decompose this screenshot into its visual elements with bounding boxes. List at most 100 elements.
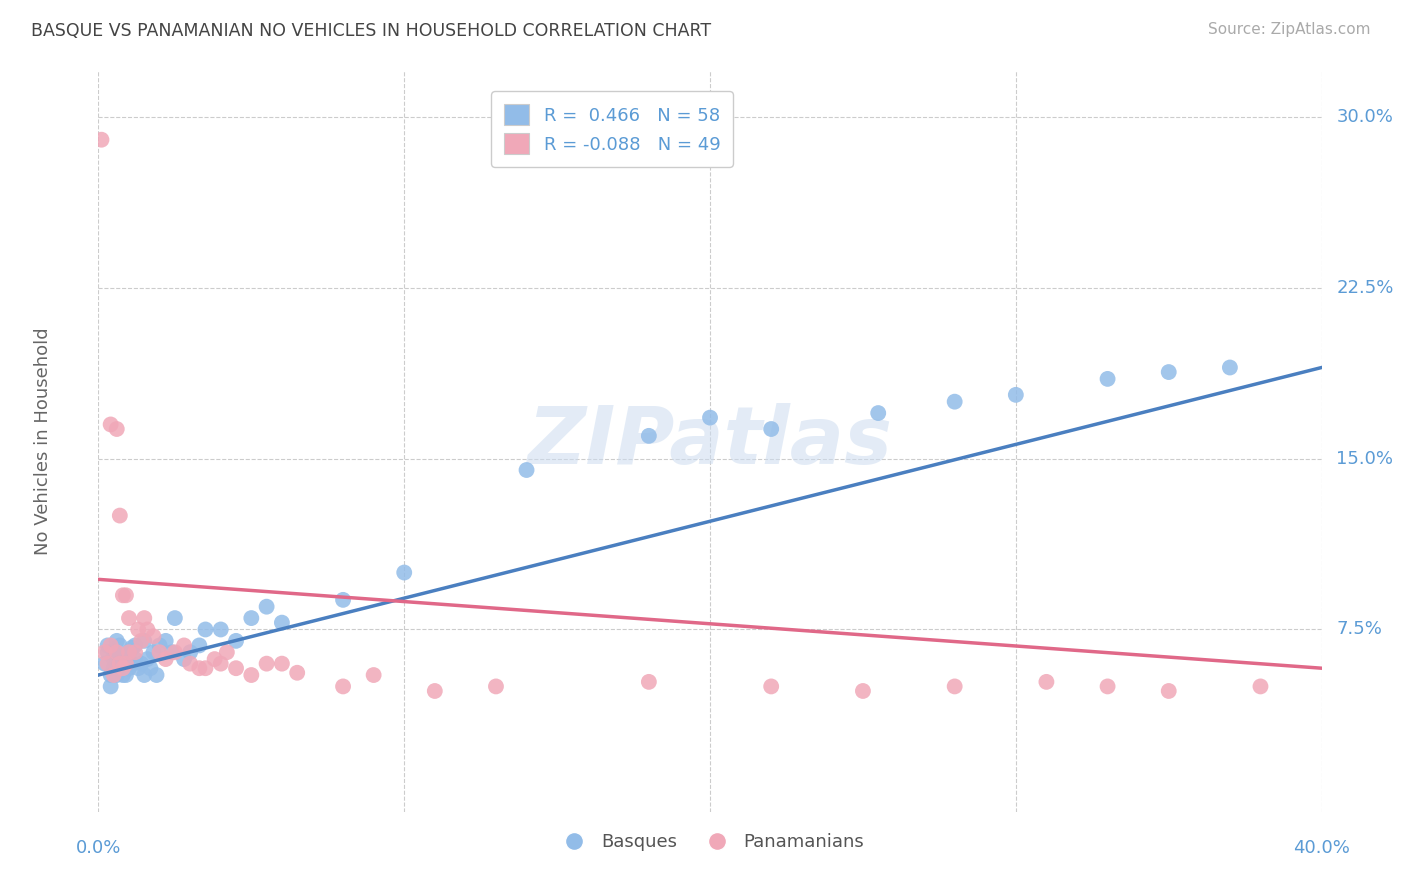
Point xyxy=(105,668,128,682)
Point xyxy=(1157,684,1180,698)
Point xyxy=(97,639,120,653)
Point xyxy=(111,649,134,664)
Point xyxy=(111,661,134,675)
Point xyxy=(139,661,162,675)
Point xyxy=(215,645,238,659)
Point xyxy=(163,645,186,659)
Point xyxy=(332,592,354,607)
Point xyxy=(155,633,177,648)
Point xyxy=(160,645,183,659)
Point xyxy=(103,652,125,666)
Point xyxy=(129,657,152,671)
Point xyxy=(392,566,416,580)
Point xyxy=(129,633,152,648)
Point xyxy=(105,422,128,436)
Point xyxy=(121,657,143,671)
Point xyxy=(149,645,172,659)
Point xyxy=(209,657,232,671)
Point xyxy=(637,674,661,689)
Point xyxy=(105,657,128,671)
Point xyxy=(1097,680,1119,694)
Point xyxy=(155,652,177,666)
Legend: Basques, Panamanians: Basques, Panamanians xyxy=(548,826,872,858)
Point xyxy=(124,645,146,659)
Point xyxy=(1157,365,1180,379)
Point xyxy=(188,639,211,653)
Point xyxy=(163,611,186,625)
Point xyxy=(103,661,125,675)
Point xyxy=(423,684,446,698)
Text: 40.0%: 40.0% xyxy=(1294,839,1350,857)
Point xyxy=(270,615,292,630)
Point xyxy=(103,668,125,682)
Point xyxy=(285,665,308,680)
Point xyxy=(100,639,122,653)
Point xyxy=(1219,360,1241,375)
Point xyxy=(240,668,263,682)
Point xyxy=(111,588,134,602)
Point xyxy=(256,599,278,614)
Text: 22.5%: 22.5% xyxy=(1336,279,1393,297)
Point xyxy=(124,652,146,666)
Point xyxy=(332,680,354,694)
Point xyxy=(93,645,115,659)
Point xyxy=(136,652,159,666)
Text: 0.0%: 0.0% xyxy=(76,839,121,857)
Point xyxy=(127,623,149,637)
Point xyxy=(270,657,292,671)
Point xyxy=(179,657,201,671)
Point xyxy=(637,429,661,443)
Point xyxy=(97,645,120,659)
Point xyxy=(145,668,167,682)
Point xyxy=(90,133,112,147)
Point xyxy=(118,645,141,659)
Point xyxy=(97,657,120,671)
Text: No Vehicles in Household: No Vehicles in Household xyxy=(34,327,52,556)
Point xyxy=(173,639,195,653)
Point xyxy=(194,623,217,637)
Point xyxy=(118,611,141,625)
Point xyxy=(134,611,156,625)
Point xyxy=(108,508,131,523)
Point xyxy=(699,410,721,425)
Point xyxy=(943,394,966,409)
Point xyxy=(93,657,115,671)
Point xyxy=(1097,372,1119,386)
Point xyxy=(108,661,131,675)
Point xyxy=(225,633,247,648)
Point xyxy=(209,623,232,637)
Point xyxy=(188,661,211,675)
Point xyxy=(108,639,131,653)
Point xyxy=(100,417,122,432)
Point xyxy=(485,680,508,694)
Text: Source: ZipAtlas.com: Source: ZipAtlas.com xyxy=(1208,22,1371,37)
Point xyxy=(124,639,146,653)
Point xyxy=(868,406,890,420)
Point xyxy=(111,668,134,682)
Point xyxy=(943,680,966,694)
Point xyxy=(204,652,226,666)
Point xyxy=(115,657,138,671)
Point xyxy=(115,657,138,671)
Point xyxy=(240,611,263,625)
Point xyxy=(149,639,172,653)
Text: 15.0%: 15.0% xyxy=(1336,450,1393,467)
Point xyxy=(759,680,782,694)
Point xyxy=(1004,388,1026,402)
Point xyxy=(118,645,141,659)
Text: 30.0%: 30.0% xyxy=(1336,108,1393,126)
Point xyxy=(105,633,128,648)
Point xyxy=(103,645,125,659)
Point xyxy=(363,668,385,682)
Point xyxy=(1035,674,1057,689)
Point xyxy=(134,633,156,648)
Point xyxy=(121,640,143,655)
Point xyxy=(105,645,128,659)
Point xyxy=(108,657,131,671)
Point xyxy=(127,661,149,675)
Point xyxy=(256,657,278,671)
Point xyxy=(225,661,247,675)
Point xyxy=(142,645,165,659)
Point xyxy=(142,629,165,643)
Point xyxy=(179,645,201,659)
